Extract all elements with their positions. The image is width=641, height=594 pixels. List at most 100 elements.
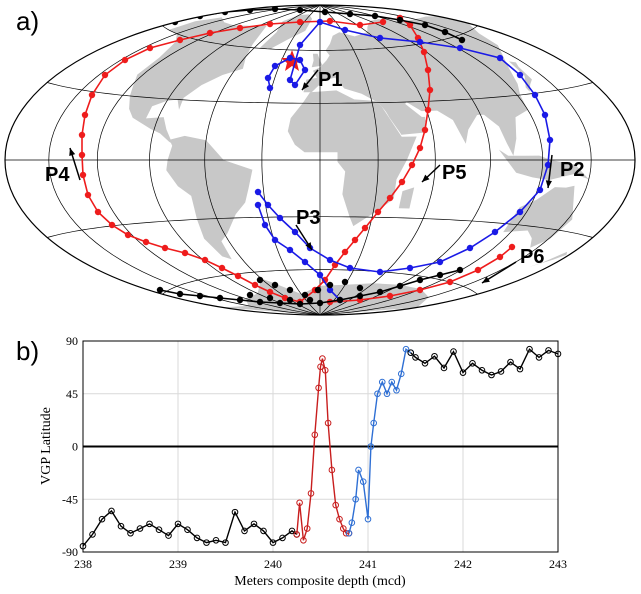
blue-path-p3-point: [326, 286, 334, 294]
continent-arabia-fill: [380, 102, 427, 135]
black-path-north-point: [396, 16, 404, 24]
red-path-p5-point: [398, 178, 406, 186]
series-3-point: [516, 365, 524, 373]
blue-path-p2-point: [326, 256, 334, 264]
series-3-point: [469, 359, 476, 367]
series-1-point: [342, 529, 350, 537]
continent-madagascar: [398, 187, 415, 209]
series-0-point: [212, 536, 220, 544]
blue-path-p2-point: [416, 38, 424, 46]
vgp-latitude-plot: 238 239 240 241 242 243 -90 -45 0 45 90 VGP Latitu…: [39, 334, 567, 589]
series-2-point: [367, 443, 375, 450]
red-path-p4-point: [356, 21, 364, 29]
y-tick-label: -90: [62, 545, 78, 559]
red-path-p6-point: [508, 243, 516, 251]
series-0-point: [203, 539, 210, 546]
blue-path-p2-point: [376, 34, 384, 42]
red-path-p4-point: [218, 264, 226, 272]
x-axis-title: Meters composite depth (mcd): [234, 574, 406, 589]
x-tick-label: 242: [454, 557, 472, 571]
series-0-point: [269, 539, 277, 546]
series-1-point: [328, 466, 336, 474]
site-star: [281, 50, 303, 71]
black-path-north-point: [296, 6, 304, 14]
series-0-point: [193, 534, 201, 542]
black-path-south-point: [296, 300, 304, 308]
parallel-line: [162, 269, 478, 295]
series-1-line: [296, 358, 349, 541]
series-3-line: [410, 348, 559, 376]
series-0-point: [108, 507, 115, 515]
series-0-point: [165, 532, 172, 539]
black-path-south-point: [336, 296, 344, 304]
black-path-north-point: [371, 12, 379, 20]
red-path-p4-point: [81, 111, 89, 119]
red-path-p4-point: [201, 256, 209, 264]
blue-path-p2-point: [536, 186, 544, 194]
series-3-point: [421, 359, 429, 367]
plot-series: [79, 345, 562, 550]
black-path-north-point: [246, 6, 254, 14]
continent-north-america: [129, 17, 267, 144]
series-1-point: [315, 384, 322, 392]
map-outline: [4, 4, 636, 316]
black-path-south-point: [456, 266, 464, 274]
arrow-p4-head: [69, 148, 76, 156]
black-point: [271, 281, 279, 289]
blue-path-p2-point: [341, 26, 349, 34]
blue-path-p2-point: [436, 258, 444, 266]
red-path-p5-point: [321, 276, 329, 284]
blue-path-p2-point: [376, 268, 384, 276]
blue-path-p2-point: [296, 56, 304, 64]
black-point: [314, 286, 322, 294]
blue-path-p2-point: [406, 264, 414, 272]
black-path-south-point: [416, 276, 424, 284]
series-1-point: [317, 363, 324, 371]
series-2-point: [402, 345, 410, 353]
series-2-point: [364, 515, 372, 523]
series-0-point: [155, 526, 163, 534]
black-point: [266, 294, 274, 302]
path-arrows: [69, 69, 553, 284]
x-tick-label: 238: [74, 557, 92, 571]
label-p4: P4: [45, 164, 70, 186]
red-path-p5-point: [351, 236, 359, 244]
blue-path-p2-point: [291, 81, 299, 89]
continents: [129, 14, 589, 315]
series-2-point: [378, 378, 386, 386]
red-path-p4-point: [121, 56, 129, 64]
series-0-point: [117, 522, 125, 530]
series-0-point: [174, 520, 182, 528]
black-path-north-point: [321, 8, 329, 16]
black-path-south-point: [396, 282, 404, 290]
series-1-point: [307, 490, 315, 497]
red-path-p5-point: [426, 86, 434, 94]
arrow-p1-head: [302, 82, 310, 90]
red-path-p4-point: [79, 171, 87, 179]
black-path-north-point: [271, 5, 279, 13]
red-path-p6-point: [416, 286, 424, 294]
series-2-point: [348, 519, 356, 526]
black-point: [246, 291, 254, 299]
blue-path-p2-point: [466, 244, 474, 252]
red-path-p5-point: [374, 208, 382, 216]
series-1-point: [293, 531, 301, 538]
series-0-point: [250, 520, 258, 528]
red-path-p4-point: [78, 131, 86, 139]
red-path-p6-point: [446, 278, 454, 286]
map-panel: P1 P2 P3 P4 P5 P6: [4, 4, 636, 316]
red-path-p5-point: [406, 21, 414, 29]
blue-path-p2-point: [496, 54, 504, 62]
parallel-line: [47, 216, 593, 238]
red-path-p5-point: [424, 106, 432, 114]
red-path-p4-point: [181, 249, 189, 257]
arrow-p3-head: [305, 242, 312, 250]
black-path-south-point: [376, 288, 384, 296]
series-1-point: [336, 515, 343, 523]
y-tick-label: 90: [66, 334, 78, 348]
label-p6: P6: [520, 246, 544, 268]
red-path-p4-point: [108, 221, 116, 229]
series-0-point: [136, 525, 144, 532]
red-path-p4-point: [326, 17, 334, 25]
